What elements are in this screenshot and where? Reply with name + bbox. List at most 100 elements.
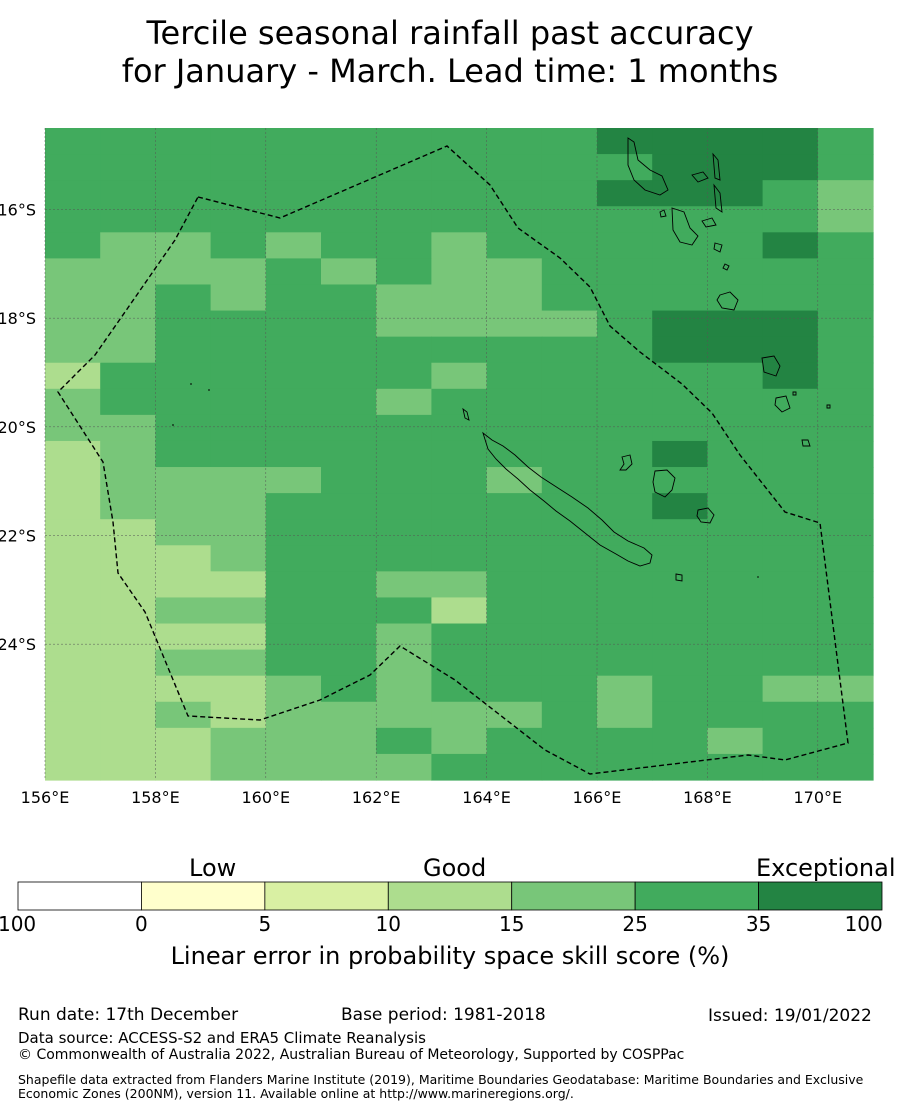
skill-cell: [376, 362, 432, 390]
skill-cell: [541, 154, 598, 181]
skill-cell: [321, 597, 377, 625]
skill-cell: [45, 206, 101, 233]
island-torres: [659, 209, 667, 218]
skill-cell: [376, 701, 432, 729]
skill-cell: [265, 623, 322, 651]
skill-cell: [321, 336, 377, 364]
skill-cell: [100, 649, 156, 677]
skill-cell: [817, 310, 874, 338]
skill-cell: [210, 571, 267, 599]
lon-tick-label: 156°E: [21, 788, 70, 807]
skill-cell: [265, 727, 322, 755]
skill-cell: [45, 362, 101, 390]
base-period: Base period: 1981-2018: [341, 1005, 546, 1025]
skill-cell: [817, 597, 874, 625]
skill-cell: [45, 284, 101, 312]
skill-cell: [541, 467, 598, 494]
skill-cell: [597, 727, 653, 755]
skill-cell: [707, 519, 764, 546]
skill-cell: [376, 753, 432, 781]
skill-cell: [652, 388, 708, 416]
skill-cell: [100, 232, 156, 259]
skill-cell: [541, 180, 598, 207]
skill-cell: [652, 310, 708, 338]
skill-cell: [210, 675, 267, 703]
skill-cell: [431, 467, 488, 494]
skill-cell: [155, 258, 212, 286]
skill-cell: [762, 232, 819, 259]
skill-cell: [321, 649, 377, 677]
colorbar-label-exceptional: Exceptional: [756, 854, 896, 882]
skill-cell: [376, 154, 432, 181]
skill-cell: [762, 493, 819, 520]
skill-cell: [210, 727, 267, 755]
skill-cell: [265, 597, 322, 625]
skill-cell: [817, 388, 874, 416]
skill-cell: [155, 388, 212, 416]
skill-cell: [431, 154, 488, 181]
skill-cell: [265, 180, 322, 207]
skill-cell: [541, 206, 598, 233]
skill-cell: [265, 284, 322, 312]
skill-cell: [376, 206, 432, 233]
colorbar-title: Linear error in probability space skill …: [170, 942, 730, 970]
skill-cell: [431, 753, 488, 781]
skill-cell: [45, 519, 101, 546]
skill-cell: [486, 310, 543, 338]
skill-cell: [762, 440, 819, 468]
skill-cell: [376, 493, 432, 520]
skill-cell: [541, 232, 598, 259]
skill-cell: [707, 336, 764, 364]
skill-cell: [817, 414, 874, 442]
skill-cell: [100, 206, 156, 233]
island-pines: [675, 573, 683, 582]
colorbar-label-low: Low: [189, 854, 237, 882]
skill-cell: [707, 440, 764, 468]
skill-cell: [45, 649, 101, 677]
skill-cell: [100, 128, 156, 155]
skill-cell: [265, 440, 322, 468]
skill-cell: [762, 284, 819, 312]
skill-cell: [817, 258, 874, 286]
skill-cell: [100, 154, 156, 181]
skill-cell: [762, 571, 819, 599]
skill-cell: [431, 414, 488, 442]
issued-date: Issued: 19/01/2022: [708, 1006, 872, 1026]
island-maewo: [712, 152, 721, 181]
skill-cell: [155, 440, 212, 468]
colorbar-tick-label: 5: [258, 912, 272, 936]
rainfall-skill-map: 156°E 158°E 160°E 162°E 164°E 166°E 168°E 170°E…: [0, 128, 874, 807]
skill-cell: [376, 519, 432, 546]
colorbar-tick-label: -100: [0, 912, 37, 936]
skill-cell: [817, 180, 874, 207]
skill-cell: [486, 675, 543, 703]
skill-cell: [597, 154, 653, 181]
skill-cell: [762, 388, 819, 416]
skill-cell: [265, 310, 322, 338]
skill-cells: [45, 128, 874, 781]
skill-cell: [817, 154, 874, 181]
skill-cell: [707, 493, 764, 520]
skill-cell: [321, 571, 377, 599]
skill-cell: [486, 623, 543, 651]
skill-cell: [597, 623, 653, 651]
skill-cell: [45, 467, 101, 494]
skill-cell: [486, 128, 543, 155]
skill-cell: [155, 571, 212, 599]
skill-cell: [155, 519, 212, 546]
skill-cell: [210, 206, 267, 233]
skill-cell: [541, 388, 598, 416]
skill-cell: [597, 336, 653, 364]
skill-cell: [376, 258, 432, 286]
skill-cell: [762, 310, 819, 338]
skill-cell: [376, 571, 432, 599]
skill-cell: [707, 467, 764, 494]
skill-cell: [376, 310, 432, 338]
lat-tick-label: 16°S: [0, 201, 36, 220]
skill-cell: [45, 232, 101, 259]
skill-cell: [652, 545, 708, 572]
skill-cell: [541, 571, 598, 599]
island-espiritu-santo: [627, 137, 669, 196]
skill-cell: [155, 310, 212, 338]
skill-cell: [597, 701, 653, 729]
